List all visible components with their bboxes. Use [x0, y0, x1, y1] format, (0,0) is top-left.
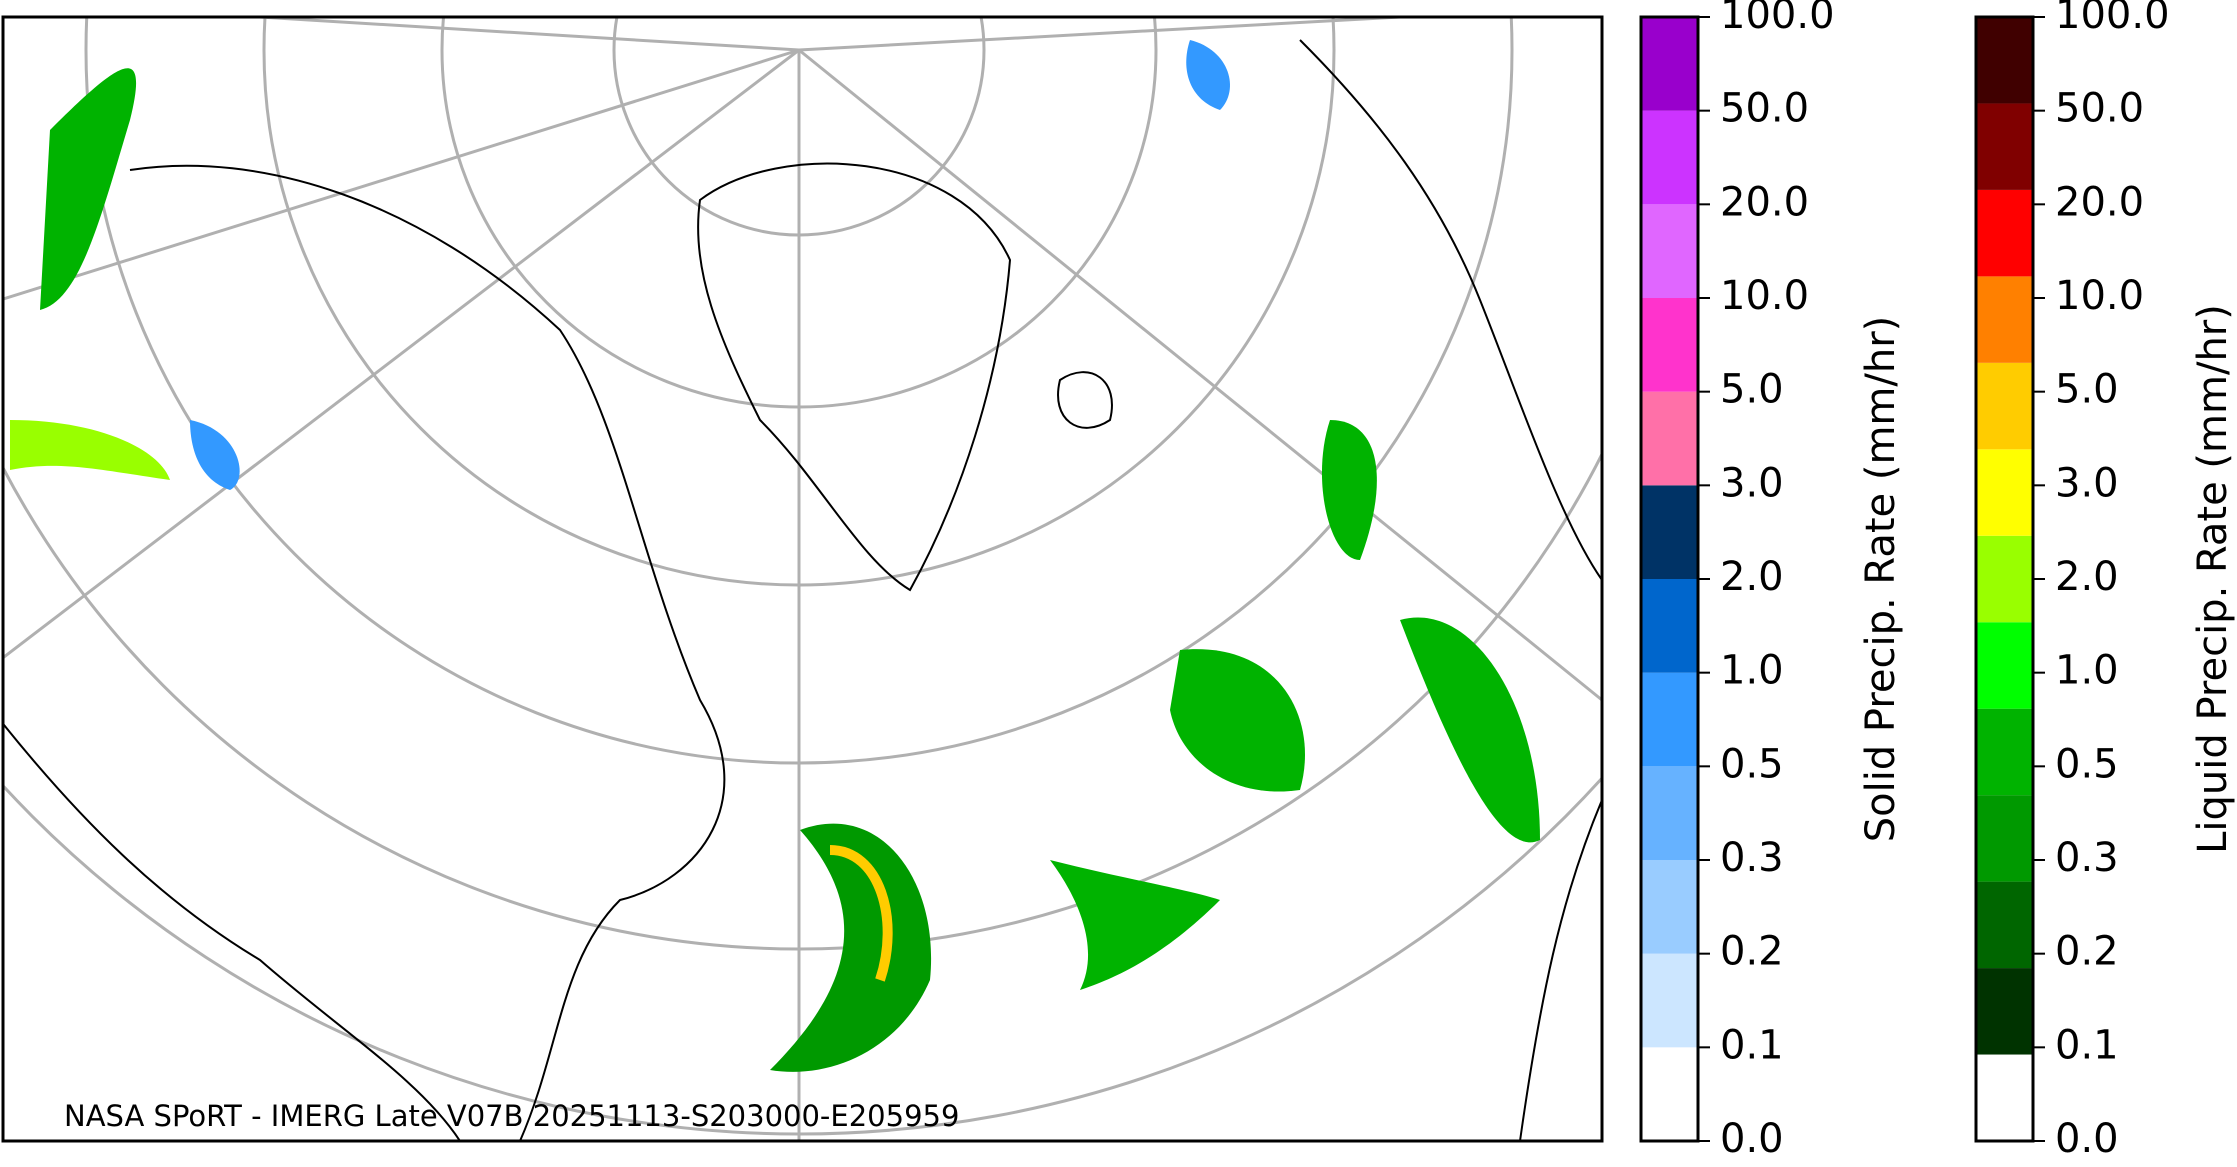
- credit: NASA SPoRT - IMERG Late V07B 20251113-S2…: [64, 1099, 959, 1133]
- colorbar-segment: [1641, 110, 1698, 205]
- colorbar-segment: [1976, 968, 2033, 1055]
- coastlines: [3, 39, 1602, 1141]
- colorbar-tick-label: 50.0: [1720, 86, 1809, 132]
- colorbar-tick-label: 3.0: [1720, 460, 1784, 506]
- colorbar-segment: [1641, 17, 1698, 111]
- colorbar-tick-label: 0.2: [2055, 929, 2119, 975]
- colorbar-segment: [1976, 103, 2033, 190]
- precipitation: [10, 40, 1540, 1072]
- colorbar-tick-label: 0.2: [1720, 929, 1784, 975]
- colorbar-segment: [1641, 298, 1698, 392]
- colorbar-segment: [1976, 1054, 2033, 1141]
- colorbar-segment: [1976, 449, 2033, 536]
- colorbar-segment: [1976, 189, 2033, 277]
- colorbar-tick-label: 5.0: [1720, 367, 1784, 413]
- colorbar-segment: [1641, 766, 1698, 860]
- colorbar-tick-label: 1.0: [1720, 648, 1784, 694]
- colorbar-segment: [1976, 535, 2033, 623]
- colorbar-label: Solid Precip. Rate (mm/hr): [1858, 316, 1904, 843]
- colorbar-tick-label: 0.0: [2055, 1116, 2119, 1162]
- colorbar-segment: [1641, 672, 1698, 767]
- colorbar-tick-label: 5.0: [2055, 367, 2119, 413]
- colorbar-segment: [1641, 1047, 1698, 1141]
- colorbars: 0.0 0.1 0.2 0.3 0.5 1.0 2.0 3.0 5.0 10.0 20.0 50.0 1…: [1639, 0, 2236, 1162]
- colorbar-segment: [1976, 881, 2033, 969]
- colorbar-tick-label: 10.0: [2055, 273, 2144, 319]
- colorbar-tick-label: 0.1: [1720, 1022, 1784, 1068]
- colorbar-tick-label: 20.0: [1720, 179, 1809, 225]
- colorbar-segment: [1976, 795, 2033, 882]
- colorbar-segment: [1976, 362, 2033, 450]
- map: [3, 17, 1602, 1141]
- colorbar-tick-label: 0.5: [1720, 741, 1784, 787]
- colorbar-tick-label: 2.0: [2055, 554, 2119, 600]
- colorbar-tick-label: 0.3: [1720, 835, 1784, 881]
- colorbar-tick-label: 100.0: [2055, 0, 2170, 38]
- colorbar-tick-label: 0.0: [1720, 1116, 1784, 1162]
- colorbar-segment: [1641, 860, 1698, 954]
- colorbar-tick-label: 0.5: [2055, 741, 2119, 787]
- colorbar-segment: [1641, 204, 1698, 298]
- colorbar-tick-label: 0.3: [2055, 835, 2119, 881]
- colorbar-segment: [1976, 708, 2033, 796]
- colorbar-segment: [1976, 276, 2033, 363]
- colorbar-tick-label: 3.0: [2055, 460, 2119, 506]
- colorbar-tick-label: 2.0: [1720, 554, 1784, 600]
- colorbar-segment: [1976, 622, 2033, 709]
- colorbar-segment: [1641, 579, 1698, 673]
- colorbar-tick-label: 10.0: [1720, 273, 1809, 319]
- graticule: [3, 17, 1602, 1141]
- colorbar-tick-label: 50.0: [2055, 86, 2144, 132]
- colorbar-segment: [1641, 485, 1698, 579]
- map-frame: [1, 15, 1604, 1143]
- colorbar-tick-label: 1.0: [2055, 648, 2119, 694]
- colorbar-label: Liquid Precip. Rate (mm/hr): [2190, 304, 2236, 854]
- colorbar-segment: [1976, 17, 2033, 104]
- colorbar-tick-label: 20.0: [2055, 179, 2144, 225]
- colorbar-segment: [1641, 953, 1698, 1048]
- colorbar-tick-label: 0.1: [2055, 1022, 2119, 1068]
- colorbar-segment: [1641, 391, 1698, 486]
- colorbar-tick-label: 100.0: [1720, 0, 1835, 38]
